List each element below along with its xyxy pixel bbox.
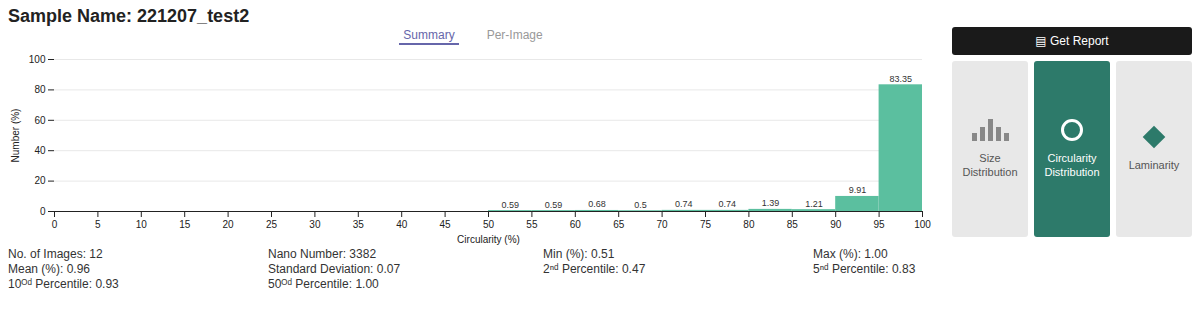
svg-text:50: 50 [483,219,495,230]
svg-text:65: 65 [613,219,625,230]
svg-text:0.59: 0.59 [501,200,519,210]
html-text:Mean (%): 0.96: Mean (%): 0.96 [8,262,90,276]
html-text:Sample Name: 221207_test2: Sample Name: 221207_test2 [8,6,250,26]
html-text:10ᴼᵈ Percentile: 0.93: 10ᴼᵈ Percentile: 0.93 [8,277,119,291]
svg-text:1.21: 1.21 [805,199,823,209]
svg-text:5: 5 [95,219,101,230]
html-text:5ⁿᵈ Percentile: 0.83: 5ⁿᵈ Percentile: 0.83 [813,262,916,276]
svg-text:20: 20 [34,175,46,186]
svg-text:70: 70 [657,219,669,230]
html-text:Summary: Summary [403,28,455,42]
html-text:No. of Images: 12: No. of Images: 12 [8,247,103,261]
svg-text:0: 0 [40,206,46,217]
svg-text:1.39: 1.39 [762,198,780,208]
svg-text:9.91: 9.91 [849,185,867,195]
svg-text:15: 15 [179,219,191,230]
svg-text:60: 60 [34,115,46,126]
svg-text:40: 40 [34,145,46,156]
svg-text:Circularity (%): Circularity (%) [457,234,520,245]
svg-text:80: 80 [743,219,755,230]
svg-text:100: 100 [914,219,931,230]
svg-text:90: 90 [830,219,842,230]
html-text:Standard Deviation: 0.07: Standard Deviation: 0.07 [268,262,401,276]
svg-text:100: 100 [29,54,46,65]
svg-text:0.5: 0.5 [634,200,647,210]
svg-text:0.74: 0.74 [675,199,693,209]
svg-text:45: 45 [440,219,452,230]
html-text:Circularity: Circularity [1047,152,1097,164]
svg-text:85: 85 [787,219,799,230]
html-text:50ᴼᵈ Percentile: 1.00: 50ᴼᵈ Percentile: 1.00 [268,277,379,291]
svg-text:95: 95 [874,219,886,230]
html-text:Per-Image: Per-Image [486,28,543,42]
svg-text:30: 30 [309,219,321,230]
svg-text:20: 20 [223,219,235,230]
svg-text:40: 40 [396,219,408,230]
svg-text:80: 80 [34,84,46,95]
html-text:Distribution: Distribution [1044,166,1100,178]
svg-text:0.59: 0.59 [545,200,563,210]
html-text:Distribution: Distribution [962,166,1018,178]
html-text:Nano Number: 3382: Nano Number: 3382 [268,247,377,261]
svg-text:55: 55 [526,219,538,230]
svg-text:83.35: 83.35 [890,74,913,84]
svg-text:25: 25 [266,219,278,230]
html-text:Laminarity: Laminarity [1128,159,1180,171]
svg-text:0: 0 [52,219,58,230]
svg-text:60: 60 [570,219,582,230]
html-text:Size: Size [979,152,1001,164]
svg-text:35: 35 [353,219,365,230]
svg-text:75: 75 [700,219,712,230]
svg-text:Number (%): Number (%) [10,109,21,163]
html-text:2ⁿᵈ Percentile: 0.47: 2ⁿᵈ Percentile: 0.47 [543,262,646,276]
svg-text:0.74: 0.74 [718,199,736,209]
svg-text:10: 10 [136,219,148,230]
html-text:Max (%): 1.00: Max (%): 1.00 [813,247,888,261]
html-text:▤ Get Report: ▤ Get Report [1035,34,1109,48]
html-text:Min (%): 0.51: Min (%): 0.51 [543,247,615,261]
svg-text:0.68: 0.68 [588,199,606,209]
